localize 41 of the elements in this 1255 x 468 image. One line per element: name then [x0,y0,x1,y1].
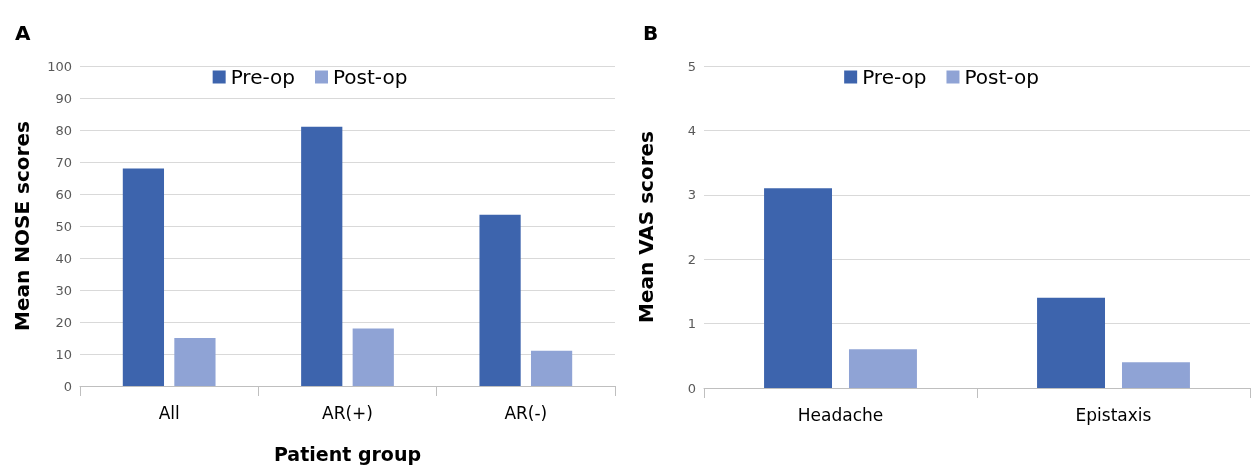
y-tick-label: 80 [55,122,72,138]
x-tick-label: AR(-) [504,402,548,423]
y-tick-label: 0 [687,380,696,396]
x-tick-label: AR(+) [322,402,373,423]
y-tick-label: 0 [63,378,72,394]
y-tick-label: 4 [687,122,696,138]
legend-label: Post-op [964,65,1039,89]
y-axis-title: Mean VAS scores [634,131,658,323]
y-tick-label: 20 [55,314,72,330]
chart-title: A [15,21,31,45]
bar [848,349,917,388]
y-tick-label: 90 [55,90,72,106]
bar [764,188,833,388]
bar [122,168,165,386]
bar [479,214,521,386]
y-tick-label: 5 [687,58,696,74]
y-axis-title: Mean NOSE scores [10,121,34,331]
y-tick-label: 60 [55,186,72,202]
chart-title: B [643,21,659,45]
x-tick-label: All [158,402,180,423]
legend-label: Post-op [332,65,408,89]
bar [174,338,216,386]
y-tick-label: 2 [687,251,696,267]
legend-label: Pre-op [230,65,295,89]
y-tick-label: 10 [55,346,72,362]
y-tick-label: 1 [687,316,696,332]
y-tick-label: 70 [55,154,72,170]
x-axis-title: Patient group [273,442,422,465]
y-tick-label: 100 [47,58,72,74]
y-tick-label: 30 [55,282,72,298]
bar [530,350,573,386]
y-tick-label: 50 [55,218,72,234]
bar [1121,362,1190,388]
legend-label: Pre-op [862,65,927,89]
bar [301,126,343,386]
y-tick-label: 3 [687,187,696,203]
bar [1037,297,1106,388]
bar [352,328,394,386]
x-tick-label: Epistaxis [1075,404,1152,425]
x-tick-label: Headache [797,404,884,425]
y-tick-label: 40 [55,250,72,266]
